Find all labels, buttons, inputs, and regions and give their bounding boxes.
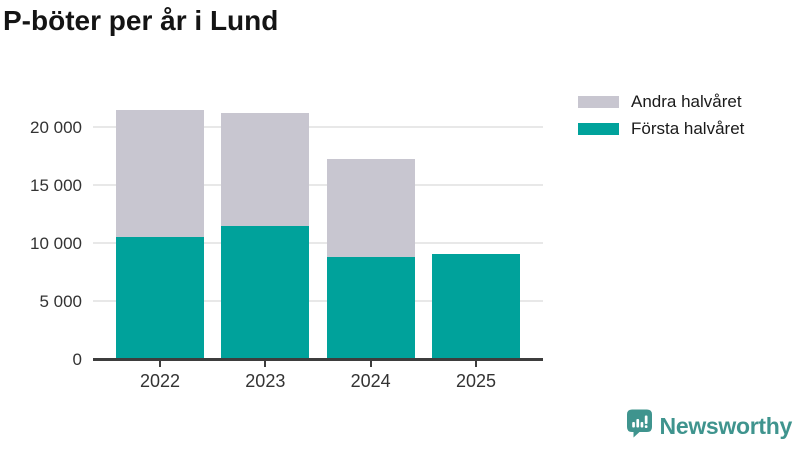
- legend-label: Andra halvåret: [631, 91, 742, 111]
- bar-segment-2024: [326, 256, 415, 359]
- bar-segment-2024: [326, 159, 415, 257]
- gridline-20000: [93, 125, 543, 128]
- x-axis-tick-2024: [369, 360, 372, 367]
- x-axis-tick-2025: [474, 360, 477, 367]
- newsworthy-branding: Newsworthy: [626, 409, 792, 443]
- x-axis-label-2024: 2024: [350, 371, 391, 391]
- x-axis-label-2023: 2023: [245, 371, 286, 391]
- bar-segment-2025: [431, 254, 520, 359]
- y-axis-tick-label: 0: [72, 350, 82, 369]
- legend-swatch-forsta-halvaret: [578, 122, 619, 135]
- legend-label: Första halvåret: [631, 118, 745, 138]
- y-axis-tick-label: 20 000: [30, 117, 82, 137]
- x-axis-tick-2022: [159, 360, 161, 367]
- gridline-5000: [93, 299, 543, 302]
- bar-segment-2022: [116, 110, 204, 237]
- y-axis-tick-label: 15 000: [30, 175, 82, 195]
- gridline-15000: [93, 183, 543, 186]
- newsworthy-logo-icon: [626, 409, 653, 443]
- bar-segment-2023: [221, 226, 310, 359]
- legend-swatch-andra-halvaret: [578, 95, 619, 108]
- page-title: P-böter per år i Lund: [3, 5, 279, 36]
- y-axis-tick-label: 5 000: [39, 291, 82, 311]
- chart-legend: Andra halvåret Första halvåret: [578, 91, 745, 147]
- gridline-10000: [93, 241, 543, 244]
- x-axis-label-2025: 2025: [455, 371, 496, 391]
- newsworthy-logo-text: Newsworthy: [659, 412, 793, 439]
- bar-segment-2022: [116, 236, 204, 359]
- y-axis-tick-label: 10 000: [30, 233, 82, 253]
- legend-item-andra-halvaret: Andra halvåret: [578, 91, 744, 111]
- x-axis-tick-2023: [264, 360, 267, 367]
- x-axis-label-2022: 2022: [139, 371, 181, 391]
- bar-segment-2023: [221, 113, 310, 227]
- x-axis-line: [93, 358, 543, 361]
- legend-item-forsta-halvaret: Första halvåret: [578, 118, 745, 138]
